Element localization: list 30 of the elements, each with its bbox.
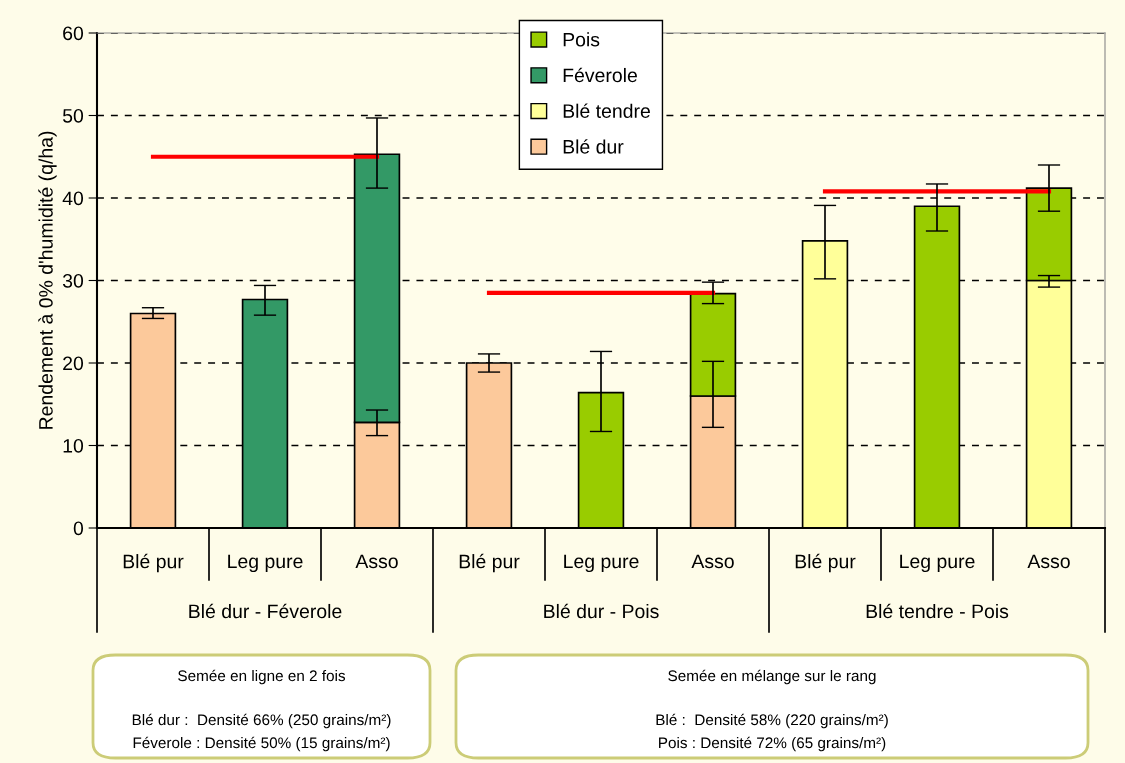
x-tick-label: Asso bbox=[691, 554, 734, 569]
text: Blé dur - Féverole bbox=[189, 603, 342, 619]
y-tick-label: 0 bbox=[73, 521, 84, 536]
legend-label: Pois bbox=[563, 32, 600, 47]
x-tick-label: Leg pure bbox=[900, 554, 975, 573]
x-tick-label: Leg pure bbox=[564, 554, 639, 573]
text: Blé dur : Densité 66% (250 grains/m²) bbox=[132, 713, 391, 729]
text: Blé dur - Pois bbox=[544, 603, 659, 619]
text: Semée en mélange sur le rang bbox=[668, 669, 876, 685]
legend-label: Féverole bbox=[563, 67, 637, 83]
x-tick-label: Asso bbox=[355, 554, 398, 569]
y-tick-label: 50 bbox=[62, 108, 84, 123]
text: Blé tendre - Pois bbox=[866, 603, 1009, 619]
y-tick-label: 10 bbox=[63, 438, 84, 453]
text: Semée en ligne en 2 fois bbox=[178, 669, 346, 685]
x-tick-label: Leg pure bbox=[228, 554, 303, 573]
text: Féverole : Densité 50% (15 grains/m²) bbox=[133, 736, 390, 752]
y-tick-label: 20 bbox=[63, 356, 84, 371]
x-tick-label: Blé pur bbox=[123, 553, 184, 573]
x-tick-label: Blé pur bbox=[795, 553, 856, 573]
legend-label: Blé dur bbox=[563, 139, 624, 154]
y-tick-label: 60 bbox=[63, 26, 84, 41]
text: Blé : Densité 58% (220 grains/m²) bbox=[656, 713, 888, 729]
legend-label: Blé tendre bbox=[563, 103, 650, 118]
x-tick-label: Blé pur bbox=[459, 553, 520, 573]
text: Pois : Densité 72% (65 grains/m²) bbox=[659, 736, 886, 752]
y-tick-label: 40 bbox=[62, 191, 84, 206]
y-axis-title: Rendement à 0% d'humidité (q/ha) bbox=[38, 131, 57, 429]
y-tick-label: 30 bbox=[62, 273, 84, 288]
x-tick-label: Asso bbox=[1027, 554, 1070, 569]
